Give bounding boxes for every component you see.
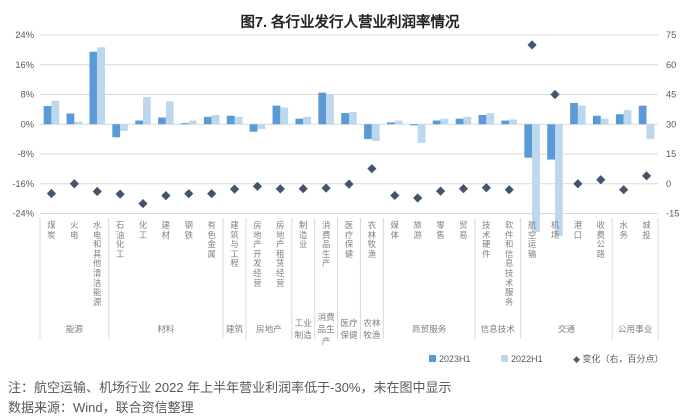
svg-text:45: 45 <box>666 90 676 100</box>
svg-text:-24%: -24% <box>12 209 34 219</box>
svg-text:-8%: -8% <box>17 149 34 159</box>
svg-text:0: 0 <box>666 179 671 189</box>
svg-text:0%: 0% <box>21 119 34 129</box>
svg-text:8%: 8% <box>21 90 34 100</box>
svg-text:30: 30 <box>666 119 676 129</box>
svg-text:16%: 16% <box>15 60 34 70</box>
svg-text:75: 75 <box>666 30 676 40</box>
svg-text:24%: 24% <box>15 30 34 40</box>
svg-text:15: 15 <box>666 149 676 159</box>
svg-text:60: 60 <box>666 60 676 70</box>
svg-text:-15: -15 <box>666 209 679 219</box>
svg-text:-16%: -16% <box>12 179 34 189</box>
